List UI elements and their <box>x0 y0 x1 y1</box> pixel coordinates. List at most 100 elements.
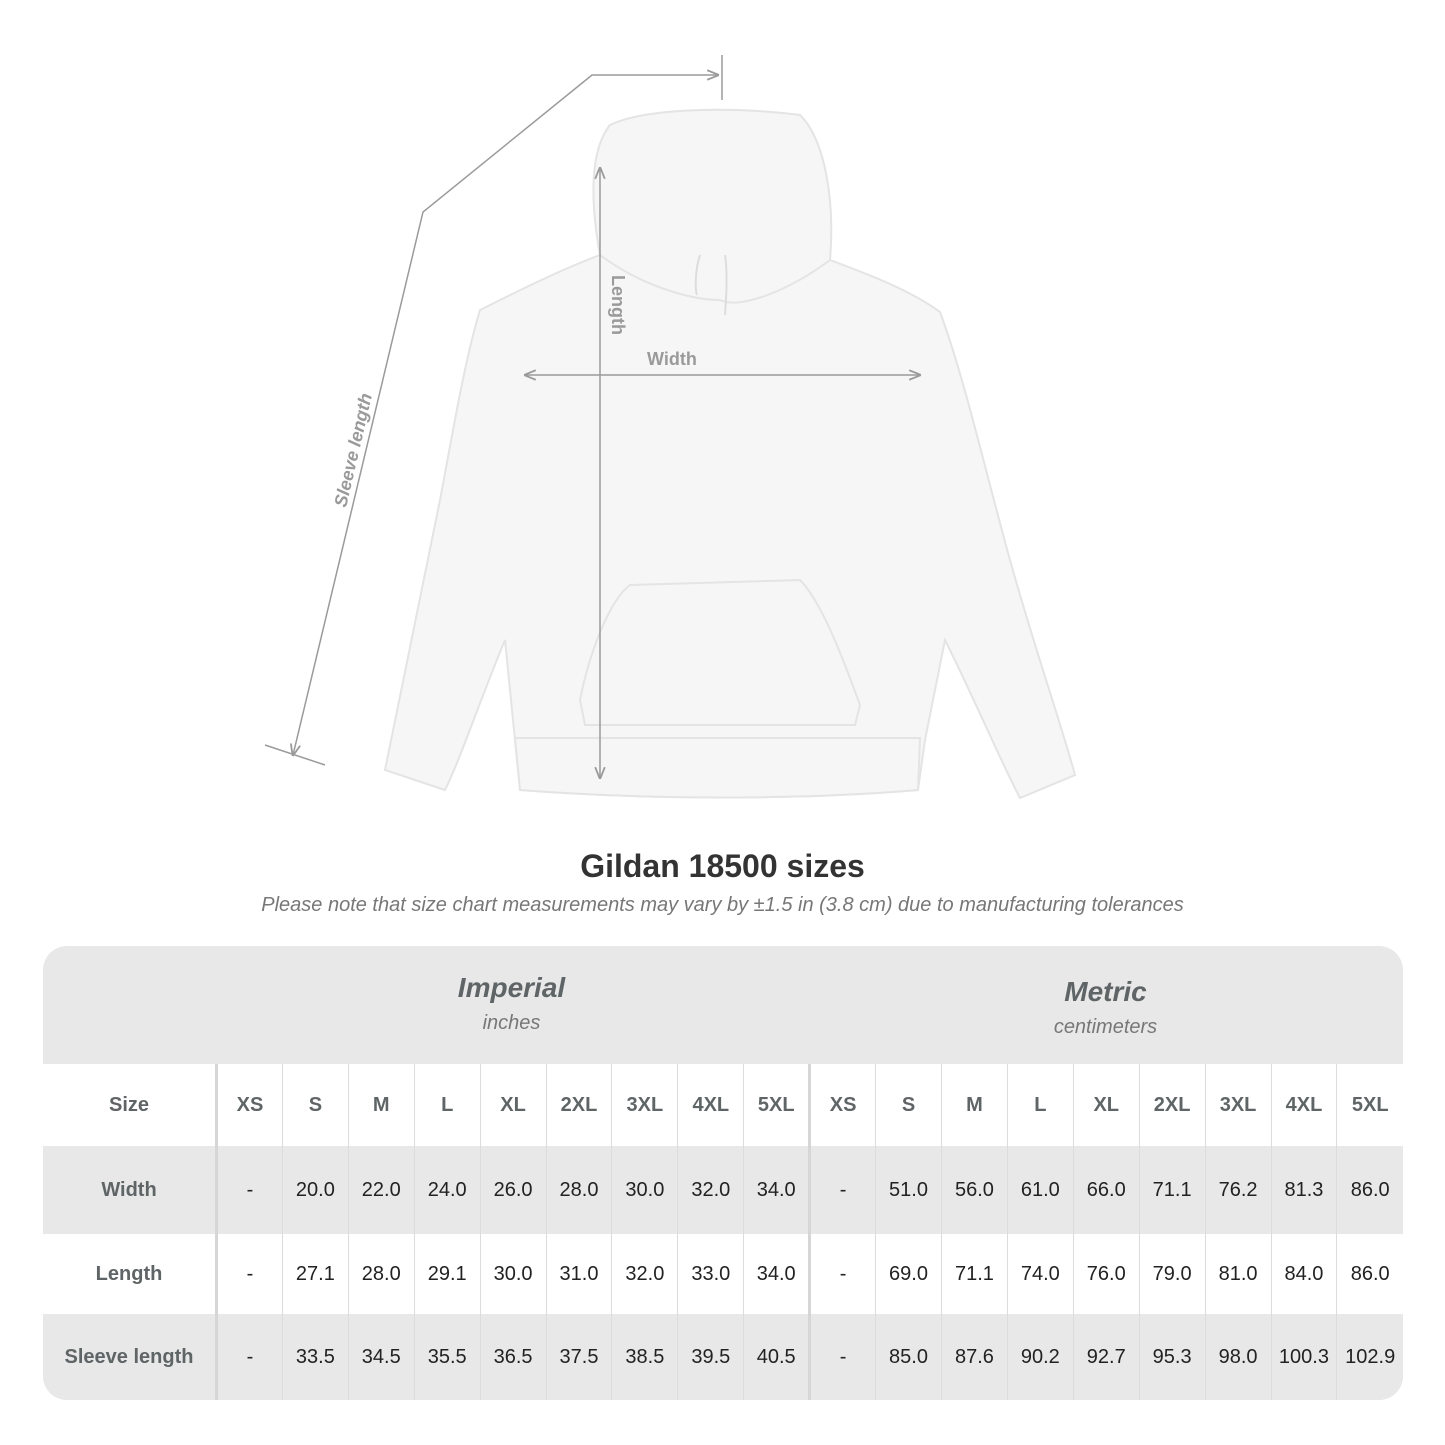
size-chart: Imperial inches Metric centimeters Size X… <box>43 946 1403 1400</box>
metric-value: - <box>808 1314 876 1400</box>
imperial-value: 32.0 <box>611 1234 678 1314</box>
imperial-value: 24.0 <box>413 1146 481 1234</box>
metric-size-m: M <box>940 1064 1008 1146</box>
imperial-value: 35.5 <box>413 1314 481 1400</box>
imperial-value: 39.5 <box>677 1314 744 1400</box>
metric-size-4xl: 4XL <box>1270 1064 1337 1146</box>
metric-value: 90.2 <box>1006 1314 1074 1400</box>
imperial-value: 28.0 <box>545 1146 612 1234</box>
imperial-size-s: S <box>281 1064 349 1146</box>
metric-unit: centimeters <box>1053 1016 1158 1038</box>
metric-value: 95.3 <box>1138 1314 1206 1400</box>
imperial-size-xl: XL <box>479 1064 547 1146</box>
imperial-value: 34.5 <box>347 1314 415 1400</box>
metric-value: 86.0 <box>1336 1234 1403 1314</box>
size-header-row: Size XS S M L XL 2XL 3XL 4XL 5XL XS S M L XL 2XL 3XL 4XL 5… <box>43 1064 1403 1146</box>
imperial-value: 22.0 <box>347 1146 415 1234</box>
metric-value: 102.9 <box>1336 1314 1403 1400</box>
metric-title: Metric <box>1064 976 1147 1007</box>
metric-value: 74.0 <box>1006 1234 1074 1314</box>
metric-value: 100.3 <box>1270 1314 1337 1400</box>
table-row: Width -20.0 22.0 24.0 26.0 28.0 30.0 32.0 34.0-5… <box>43 1146 1403 1234</box>
imperial-header: Imperial inches <box>215 946 808 1064</box>
metric-value: 51.0 <box>875 1146 942 1234</box>
row-label: Length <box>43 1234 218 1314</box>
imperial-unit: inches <box>482 1012 541 1034</box>
imperial-value: 20.0 <box>281 1146 349 1234</box>
imperial-value: 30.0 <box>479 1234 547 1314</box>
imperial-size-xs: XS <box>216 1064 283 1146</box>
imperial-value: - <box>216 1314 283 1400</box>
length-label: Length <box>608 275 628 335</box>
page-title: Gildan 18500 sizes <box>580 848 865 884</box>
metric-value: 84.0 <box>1270 1234 1337 1314</box>
metric-value: 87.6 <box>940 1314 1008 1400</box>
imperial-value: 26.0 <box>479 1146 547 1234</box>
metric-value: 85.0 <box>875 1314 942 1400</box>
metric-value: 86.0 <box>1336 1146 1403 1234</box>
metric-value: 98.0 <box>1204 1314 1271 1400</box>
metric-size-5xl: 5XL <box>1336 1064 1403 1146</box>
imperial-value: - <box>216 1146 283 1234</box>
imperial-size-3xl: 3XL <box>611 1064 678 1146</box>
metric-value: 81.3 <box>1270 1146 1337 1234</box>
metric-value: 61.0 <box>1006 1146 1074 1234</box>
imperial-value: - <box>216 1234 283 1314</box>
size-table: Size XS S M L XL 2XL 3XL 4XL 5XL XS S M L XL 2XL 3XL 4XL 5… <box>43 1064 1403 1400</box>
imperial-value: 27.1 <box>281 1234 349 1314</box>
imperial-size-m: M <box>347 1064 415 1146</box>
imperial-size-4xl: 4XL <box>677 1064 744 1146</box>
imperial-value: 40.5 <box>743 1314 810 1400</box>
sleeve-tick-bottom <box>264 744 326 766</box>
imperial-value: 34.0 <box>743 1146 810 1234</box>
metric-value: 66.0 <box>1072 1146 1140 1234</box>
imperial-size-2xl: 2XL <box>545 1064 612 1146</box>
metric-value: 56.0 <box>940 1146 1008 1234</box>
metric-value: 71.1 <box>940 1234 1008 1314</box>
hood <box>592 108 833 304</box>
waistband <box>513 737 922 799</box>
imperial-size-l: L <box>413 1064 481 1146</box>
imperial-value: 34.0 <box>743 1234 810 1314</box>
sleeve-length-line <box>293 75 718 755</box>
sleeve-length-label: Sleeve length <box>330 391 376 509</box>
imperial-value: 37.5 <box>545 1314 612 1400</box>
hoodie-illustration <box>383 108 1077 800</box>
metric-value: - <box>808 1146 876 1234</box>
metric-size-xl: XL <box>1072 1064 1140 1146</box>
metric-value: 71.1 <box>1138 1146 1206 1234</box>
metric-size-xs: XS <box>808 1064 876 1146</box>
table-row: Length -27.1 28.0 29.1 30.0 31.0 32.0 33.0 34.0-… <box>43 1234 1403 1314</box>
imperial-title: Imperial <box>457 972 566 1003</box>
metric-value: 69.0 <box>875 1234 942 1314</box>
metric-value: - <box>808 1234 876 1314</box>
metric-value: 92.7 <box>1072 1314 1140 1400</box>
size-label: Size <box>43 1064 218 1146</box>
metric-size-s: S <box>875 1064 942 1146</box>
metric-size-l: L <box>1006 1064 1074 1146</box>
metric-value: 81.0 <box>1204 1234 1271 1314</box>
metric-value: 76.0 <box>1072 1234 1140 1314</box>
imperial-size-5xl: 5XL <box>743 1064 810 1146</box>
metric-value: 79.0 <box>1138 1234 1206 1314</box>
metric-size-2xl: 2XL <box>1138 1064 1206 1146</box>
imperial-value: 38.5 <box>611 1314 678 1400</box>
imperial-value: 32.0 <box>677 1146 744 1234</box>
imperial-value: 31.0 <box>545 1234 612 1314</box>
table-row: Sleeve length -33.5 34.5 35.5 36.5 37.5 38.5 39… <box>43 1314 1403 1400</box>
metric-size-3xl: 3XL <box>1204 1064 1271 1146</box>
width-label: Width <box>647 349 697 369</box>
metric-value: 76.2 <box>1204 1146 1271 1234</box>
row-label: Sleeve length <box>43 1314 218 1400</box>
imperial-value: 36.5 <box>479 1314 547 1400</box>
imperial-value: 28.0 <box>347 1234 415 1314</box>
measurement-lines <box>264 55 920 778</box>
metric-header: Metric centimeters <box>808 950 1403 1068</box>
imperial-value: 29.1 <box>413 1234 481 1314</box>
imperial-value: 30.0 <box>611 1146 678 1234</box>
imperial-value: 33.5 <box>281 1314 349 1400</box>
imperial-value: 33.0 <box>677 1234 744 1314</box>
tolerance-note: Please note that size chart measurements… <box>261 894 1184 916</box>
hoodie-diagram: Length Width Sleeve length <box>264 55 1077 800</box>
row-label: Width <box>43 1146 218 1234</box>
